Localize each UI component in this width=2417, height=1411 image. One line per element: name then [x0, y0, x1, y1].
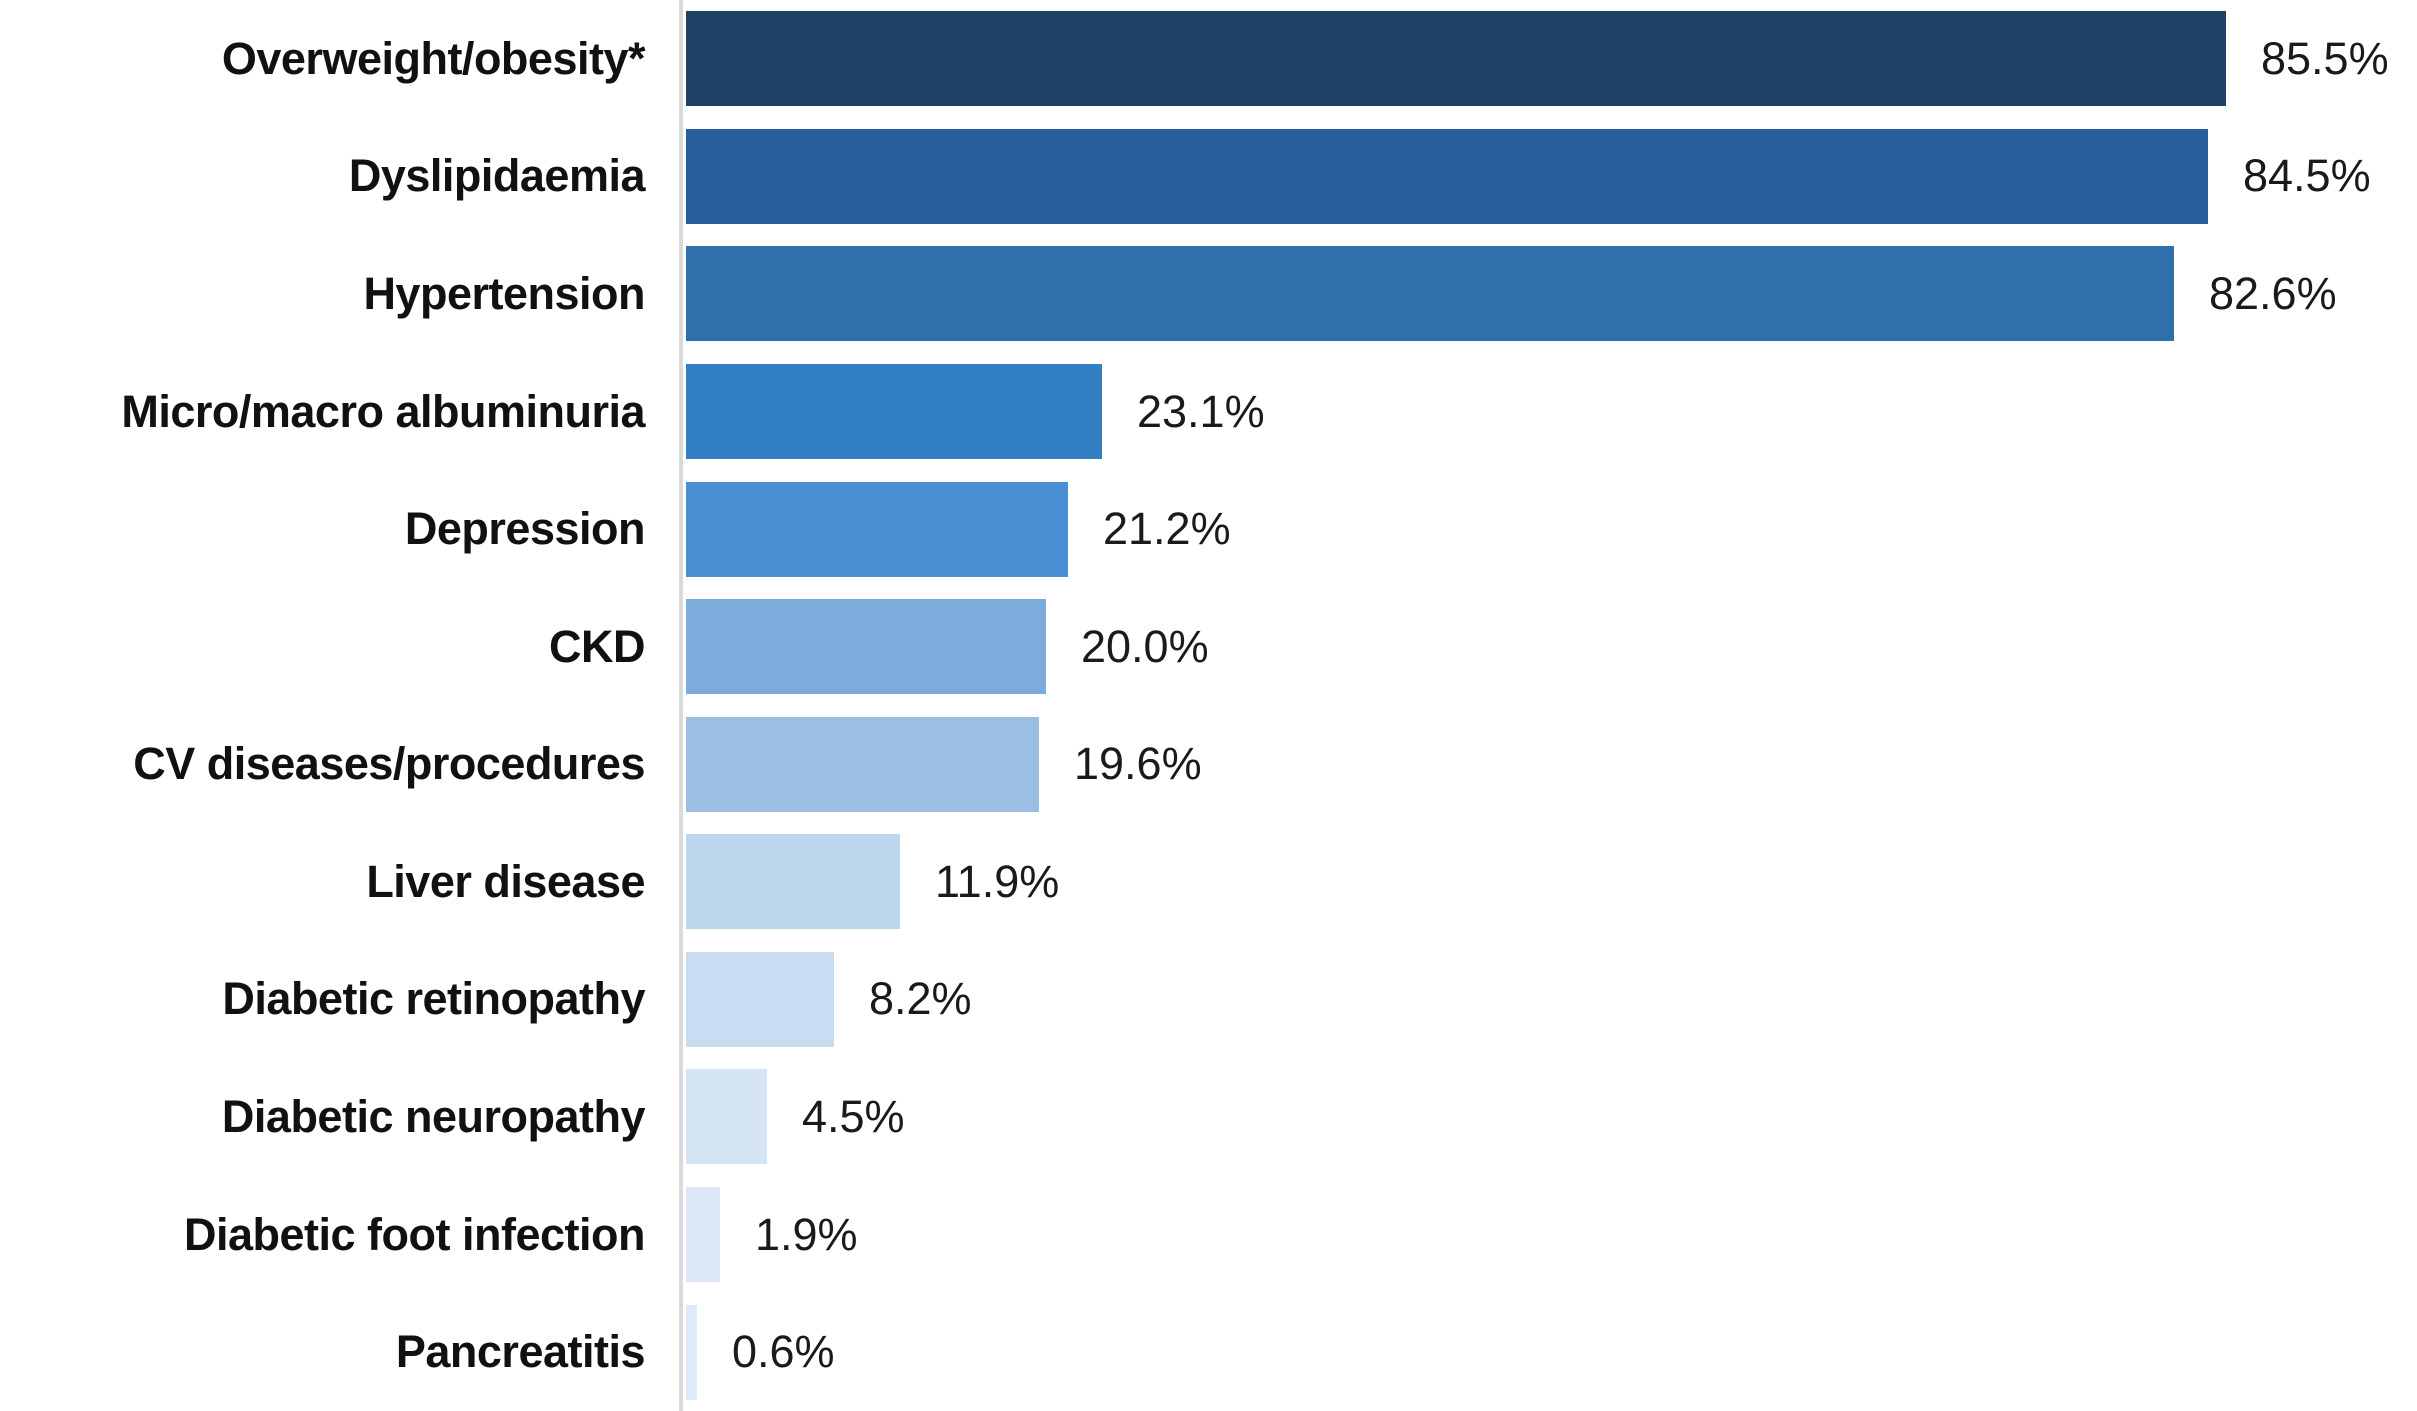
bar-track: 85.5%: [686, 0, 2417, 118]
bar-row: CKD 20.0%: [0, 588, 2417, 706]
value-label: 85.5%: [2261, 32, 2389, 84]
bar-track: 1.9%: [686, 1176, 2417, 1294]
bar: [686, 481, 1068, 577]
value-label: 20.0%: [1081, 620, 1209, 672]
value-label: 21.2%: [1103, 503, 1231, 555]
bar: [686, 1304, 697, 1400]
bar-row: Liver disease 11.9%: [0, 823, 2417, 941]
category-label: CV diseases/procedures: [133, 738, 645, 790]
bar-row: Diabetic retinopathy 8.2%: [0, 941, 2417, 1059]
bar-row: Dyslipidaemia 84.5%: [0, 118, 2417, 236]
category-label: Liver disease: [366, 855, 645, 907]
value-label: 0.6%: [732, 1326, 835, 1378]
value-label: 84.5%: [2243, 150, 2371, 202]
value-label: 8.2%: [869, 973, 972, 1025]
category-label: Dyslipidaemia: [348, 150, 646, 202]
value-label: 11.9%: [935, 855, 1060, 907]
bar: [686, 1187, 720, 1283]
bar: [686, 11, 2226, 107]
category-label: Hypertension: [363, 267, 645, 319]
value-label: 82.6%: [2209, 267, 2337, 319]
bar: [686, 364, 1102, 460]
bar-row: Pancreatitis 0.6%: [0, 1293, 2417, 1411]
value-label: 4.5%: [802, 1090, 905, 1142]
category-label: CKD: [549, 620, 646, 672]
bar-row: Overweight/obesity* 85.5%: [0, 0, 2417, 118]
bar-track: 0.6%: [686, 1293, 2417, 1411]
category-label: Diabetic retinopathy: [222, 973, 645, 1025]
bar-row: Diabetic neuropathy 4.5%: [0, 1058, 2417, 1176]
value-label: 23.1%: [1137, 385, 1265, 437]
bar: [686, 246, 2174, 342]
bar: [686, 951, 834, 1047]
category-label: Pancreatitis: [395, 1326, 646, 1378]
bar-track: 8.2%: [686, 941, 2417, 1059]
bar-track: 19.6%: [686, 705, 2417, 823]
bar-track: 23.1%: [686, 353, 2417, 471]
bar-row: Depression 21.2%: [0, 470, 2417, 588]
y-axis-line: [679, 0, 683, 1411]
value-label: 1.9%: [755, 1208, 858, 1260]
bar-row: CV diseases/procedures 19.6%: [0, 705, 2417, 823]
bar: [686, 716, 1039, 812]
bar-row: Micro/macro albuminuria 23.1%: [0, 353, 2417, 471]
bar-track: 11.9%: [686, 823, 2417, 941]
category-label: Diabetic foot infection: [184, 1208, 646, 1260]
category-label: Depression: [404, 503, 646, 555]
category-label: Overweight/obesity*: [221, 32, 646, 84]
bar-track: 21.2%: [686, 470, 2417, 588]
bar: [686, 1069, 767, 1165]
bar: [686, 834, 900, 930]
bar-row: Diabetic foot infection 1.9%: [0, 1176, 2417, 1294]
bar: [686, 599, 1046, 695]
bar-track: 82.6%: [686, 235, 2417, 353]
category-label: Micro/macro albuminuria: [121, 385, 645, 437]
bar-track: 4.5%: [686, 1058, 2417, 1176]
bar-track: 20.0%: [686, 588, 2417, 706]
category-label: Diabetic neuropathy: [221, 1090, 646, 1142]
bar-row: Hypertension 82.6%: [0, 235, 2417, 353]
bar-track: 84.5%: [686, 118, 2417, 236]
value-label: 19.6%: [1074, 738, 1202, 790]
bar: [686, 128, 2208, 224]
